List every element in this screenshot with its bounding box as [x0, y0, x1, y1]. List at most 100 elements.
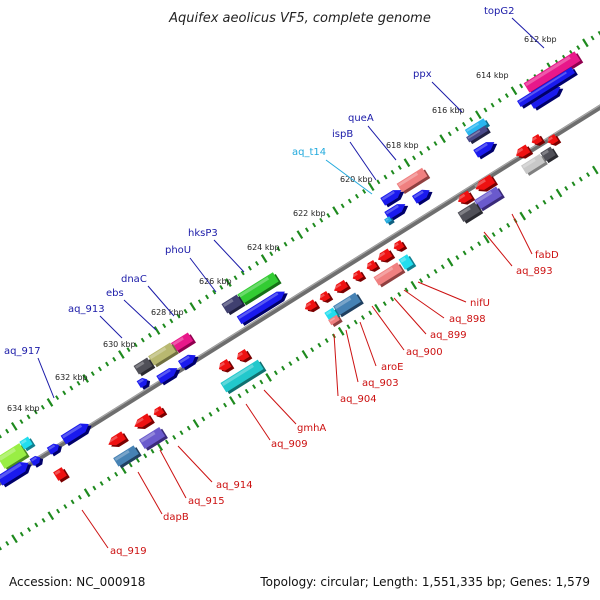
gene-label-gmhA[interactable]: gmhA [297, 423, 326, 434]
gene-feature-aq_900[interactable] [332, 279, 351, 297]
gene-feature-topG2[interactable] [517, 66, 578, 109]
gene-feature-topG2-colored[interactable] [523, 51, 584, 96]
tick-mark-reverse [77, 494, 82, 500]
gene-feature-rev-grey[interactable] [540, 146, 559, 164]
gene-feature-queA[interactable] [396, 167, 431, 195]
tick-mark-reverse [114, 471, 119, 477]
gene-label-aq_917[interactable]: aq_917 [4, 346, 41, 357]
gene-feature-aq_903[interactable] [303, 299, 321, 315]
gene-feature-rev-e[interactable] [376, 248, 396, 266]
gene-label-aq_904[interactable]: aq_904 [340, 394, 377, 405]
gene-label-dapB[interactable]: dapB [163, 512, 189, 523]
gene-feature-aq_904[interactable] [328, 314, 343, 328]
gene-feature-aq_914[interactable] [132, 413, 155, 434]
gene-label-ebs[interactable]: ebs [106, 288, 124, 299]
gene-label-aq_900[interactable]: aq_900 [406, 347, 443, 358]
gene-label-aq_t14[interactable]: aq_t14 [292, 147, 326, 158]
leader-ppx [431, 81, 463, 113]
gene-label-aq_893[interactable]: aq_893 [516, 266, 553, 277]
gene-feature-aq_917[interactable] [60, 419, 95, 447]
gene-feature-ebs-blue[interactable] [156, 364, 182, 387]
leader-ebs [123, 299, 157, 331]
gene-feature-aq_919[interactable] [53, 466, 70, 483]
tick-mark-reverse [317, 342, 322, 348]
gene-label-aq_919[interactable]: aq_919 [110, 546, 147, 557]
gene-feature-edge-green[interactable] [0, 442, 30, 471]
tick-mark-forward [46, 398, 54, 407]
gene-feature-aq_898[interactable] [373, 262, 406, 289]
gene-label-queA[interactable]: queA [348, 113, 374, 124]
tick-mark-reverse [483, 234, 490, 244]
gene-label-ppx[interactable]: ppx [413, 69, 432, 80]
gene-feature-rev-f[interactable] [365, 259, 381, 274]
gene-feature-dnaC-blue[interactable] [177, 351, 201, 372]
gene-feature-rev-a[interactable] [530, 133, 546, 148]
tick-mark-reverse [462, 250, 467, 256]
tick-mark-reverse [397, 292, 402, 297]
gene-label-hksP3[interactable]: hksP3 [188, 228, 218, 239]
tick-mark-forward [189, 302, 197, 311]
gene-feature-fabD-red2[interactable] [456, 190, 476, 208]
gene-feature-aroE-red[interactable] [318, 290, 334, 305]
gene-label-dnaC[interactable]: dnaC [121, 274, 147, 285]
gene-feature-fabD-red[interactable] [473, 174, 498, 196]
gene-feature-phoU[interactable] [221, 294, 246, 316]
gene-feature-ppx-grey[interactable] [466, 125, 491, 145]
gene-feature-edge-blue[interactable] [0, 458, 34, 489]
tick-mark-forward [169, 318, 174, 324]
gene-feature-ebs[interactable] [148, 342, 179, 368]
gene-feature-nifU[interactable] [398, 253, 417, 272]
scale-label-624: 624 kbp [247, 243, 280, 252]
gene-label-aq_915[interactable]: aq_915 [188, 496, 225, 507]
gene-feature-aq_t14[interactable] [384, 215, 395, 226]
gene-feature-hksP3[interactable] [237, 271, 282, 306]
gene-feature-rev-c[interactable] [514, 144, 534, 162]
gene-label-aq_903[interactable]: aq_903 [362, 378, 399, 389]
gene-feature-edge-cyan[interactable] [19, 436, 36, 452]
gene-feature-queA-blue[interactable] [411, 186, 435, 207]
gene-label-aq_899[interactable]: aq_899 [430, 330, 467, 341]
tick-mark-forward [326, 213, 331, 218]
gene-feature-ispB-top[interactable] [380, 186, 406, 209]
gene-feature-aq_899[interactable] [351, 269, 367, 284]
gene-feature-aq_913-blue[interactable] [136, 375, 153, 390]
gene-feature-ispB[interactable] [384, 200, 410, 223]
gene-feature-aq_913[interactable] [133, 357, 156, 377]
tick-mark-forward [340, 203, 345, 209]
gene-label-aq_913[interactable]: aq_913 [68, 304, 105, 315]
gene-feature-rev-b[interactable] [546, 133, 562, 148]
gene-label-phoU[interactable]: phoU [165, 245, 191, 256]
gene-feature-dapB[interactable] [113, 445, 142, 470]
tick-mark-reverse [564, 186, 569, 191]
gene-feature-aq_915[interactable] [138, 426, 168, 451]
tick-mark-forward [40, 404, 45, 410]
gene-feature-dnaC[interactable] [170, 332, 196, 354]
gene-label-topG2[interactable]: topG2 [484, 6, 515, 17]
gene-feature-aq_917-small[interactable] [46, 441, 64, 457]
gene-label-aq_898[interactable]: aq_898 [449, 314, 486, 325]
gene-feature-hksP3-blue[interactable] [236, 287, 290, 327]
gene-label-aq_909[interactable]: aq_909 [271, 439, 308, 450]
gene-feature-aroE[interactable] [333, 292, 364, 318]
gene-feature-gmhA[interactable] [220, 359, 267, 395]
gene-feature-edge-blue-small[interactable] [29, 453, 46, 468]
tick-mark-forward [105, 361, 110, 367]
tick-mark-forward [347, 198, 352, 204]
gene-feature-gmhA-red2[interactable] [217, 358, 235, 375]
scale-label-626: 626 kbp [199, 277, 232, 286]
gene-feature-gmhA-red[interactable] [235, 348, 253, 365]
gene-label-aq_914[interactable]: aq_914 [216, 480, 253, 491]
gene-feature-rev-d[interactable] [392, 239, 408, 254]
gene-feature-ppx[interactable] [473, 138, 499, 161]
gene-feature-aq_915-red[interactable] [106, 431, 129, 452]
gene-label-aroE[interactable]: aroE [381, 362, 403, 373]
tick-mark-reverse [426, 273, 431, 279]
tick-mark-forward [33, 409, 38, 415]
gene-feature-rev-lightgrey[interactable] [521, 153, 548, 176]
gene-label-fabD[interactable]: fabD [535, 250, 559, 261]
gene-feature-aq_914-red[interactable] [152, 405, 168, 420]
gene-label-nifU[interactable]: nifU [470, 298, 490, 309]
gene-feature-fabD[interactable] [474, 186, 505, 212]
gene-feature-aq_893[interactable] [457, 201, 484, 224]
gene-label-ispB[interactable]: ispB [332, 129, 353, 140]
